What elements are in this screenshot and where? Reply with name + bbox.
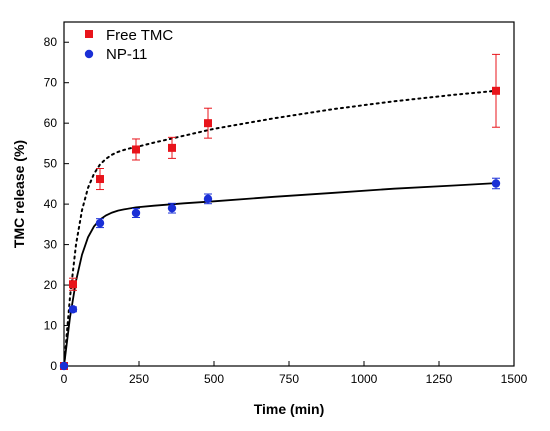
point-free-tmc — [69, 280, 77, 289]
y-tick-label: 30 — [44, 238, 58, 252]
point-free-tmc — [168, 143, 176, 152]
y-tick-label: 70 — [44, 76, 58, 90]
y-tick-label: 10 — [44, 319, 58, 333]
x-tick-label: 0 — [61, 372, 68, 386]
legend: Free TMC NP-11 — [84, 27, 173, 63]
point-np-11 — [95, 218, 105, 228]
y-axis-title: TMC release (%) — [11, 140, 27, 248]
point-np-11 — [167, 203, 177, 213]
x-tick-label: 250 — [129, 372, 149, 386]
x-tick-label: 1500 — [501, 372, 528, 386]
y-tick-label: 60 — [44, 116, 58, 130]
fit-curves — [63, 89, 497, 367]
x-tick-label: 750 — [279, 372, 299, 386]
point-np-11 — [203, 194, 213, 204]
point-free-tmc — [132, 145, 140, 154]
legend-label-np11: NP-11 — [106, 46, 147, 63]
point-free-tmc — [96, 175, 104, 184]
y-tick-label: 0 — [50, 359, 57, 373]
x-axis-title: Time (min) — [254, 401, 325, 417]
y-tick-label: 20 — [44, 278, 58, 292]
legend-label-free-tmc: Free TMC — [106, 27, 173, 44]
point-np-11 — [491, 179, 501, 188]
fit-curve-np-11 — [63, 182, 497, 367]
data-points — [59, 86, 501, 371]
y-tick-label: 40 — [44, 197, 58, 211]
error-bars — [69, 53, 500, 313]
legend-marker-free-tmc — [85, 30, 93, 38]
point-np-11 — [68, 305, 78, 314]
x-tick-label: 500 — [204, 372, 224, 386]
y-tick-label: 50 — [44, 157, 58, 171]
y-tick-label: 80 — [44, 35, 58, 49]
point-np-11 — [59, 361, 69, 371]
fit-curve-free-tmc — [63, 89, 497, 367]
axis-ticks: 0 250 500 750 1000 1250 1500 0 10 20 30 40 50 60 70 80 — [44, 35, 528, 386]
x-tick-label: 1000 — [351, 372, 378, 386]
plot-frame — [63, 21, 515, 367]
x-tick-label: 1250 — [426, 372, 453, 386]
point-free-tmc — [204, 119, 212, 128]
point-np-11 — [131, 208, 141, 218]
legend-marker-np11 — [84, 49, 94, 59]
point-free-tmc — [492, 86, 500, 95]
